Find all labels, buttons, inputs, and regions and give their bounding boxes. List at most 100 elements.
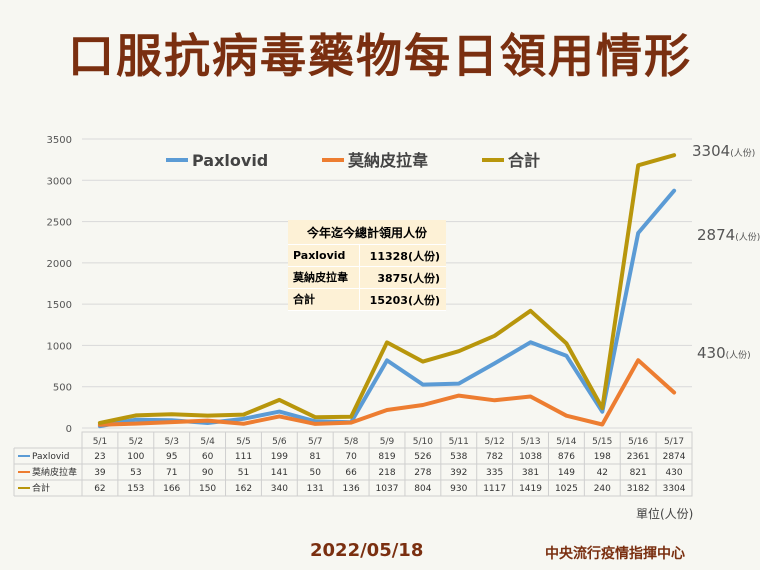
x-tick-label: 5/8: [344, 437, 359, 447]
table-value: 39: [94, 468, 106, 478]
x-tick-label: 5/16: [628, 437, 648, 447]
data-point: [385, 408, 389, 412]
data-point: [457, 394, 461, 398]
table-value: 782: [486, 452, 503, 462]
table-value: 23: [94, 452, 105, 462]
table-value: 278: [414, 468, 431, 478]
table-series-name: Paxlovid: [32, 452, 69, 462]
data-point: [277, 410, 281, 414]
table-value: 131: [307, 484, 324, 494]
x-tick-label: 5/4: [200, 437, 215, 447]
data-point: [421, 403, 425, 407]
x-tick-label: 5/14: [556, 437, 576, 447]
x-tick-label: 5/1: [93, 437, 107, 447]
summary-value: 11328(人份): [369, 249, 440, 263]
table-value: 240: [594, 484, 611, 494]
table-value: 162: [235, 484, 252, 494]
end-data-label: 3304(人份): [692, 142, 755, 160]
data-point: [564, 341, 568, 345]
table-value: 3304: [663, 484, 686, 494]
data-point: [529, 340, 533, 344]
page-title: 口服抗病毒藥物每日領用情形: [68, 29, 692, 83]
summary-label: 莫納皮拉韋: [288, 267, 360, 288]
data-point: [98, 421, 102, 425]
summary-table: 今年迄今總計領用人份 Paxlovid 11328(人份) 莫納皮拉韋 3875…: [288, 220, 446, 311]
data-point: [672, 189, 676, 193]
table-value: 50: [310, 468, 322, 478]
data-point: [277, 398, 281, 402]
data-point: [600, 423, 604, 427]
y-tick-label: 2000: [47, 259, 72, 270]
table-value: 198: [594, 452, 611, 462]
table-value: 1038: [519, 452, 542, 462]
table-value: 141: [271, 468, 288, 478]
table-value: 81: [310, 452, 321, 462]
data-point: [385, 358, 389, 362]
data-point: [134, 422, 138, 426]
table-value: 90: [202, 468, 214, 478]
data-point: [313, 422, 317, 426]
x-tick-label: 5/7: [308, 437, 322, 447]
summary-value: 15203(人份): [369, 293, 440, 307]
table-value: 804: [414, 484, 431, 494]
table-value: 1037: [376, 484, 399, 494]
data-point: [206, 419, 210, 423]
date-footer: 2022/05/18: [310, 540, 424, 561]
x-tick-label: 5/9: [380, 437, 395, 447]
data-point: [600, 410, 604, 414]
table-value: 153: [127, 484, 144, 494]
table-value: 66: [345, 468, 357, 478]
y-tick-label: 1000: [47, 341, 72, 352]
table-value: 340: [271, 484, 288, 494]
table-value: 100: [127, 452, 144, 462]
table-value: 2874: [663, 452, 686, 462]
table-value: 62: [94, 484, 105, 494]
table-value: 166: [163, 484, 180, 494]
table-value: 42: [597, 468, 608, 478]
table-value: 3182: [627, 484, 650, 494]
table-value: 819: [378, 452, 395, 462]
table-value: 53: [130, 468, 141, 478]
data-point: [349, 415, 353, 419]
x-tick-label: 5/17: [664, 437, 684, 447]
end-data-label: 2874(人份): [697, 226, 760, 244]
data-point: [349, 421, 353, 425]
table-value: 392: [450, 468, 467, 478]
data-point: [170, 412, 174, 416]
x-tick-label: 5/3: [164, 437, 178, 447]
x-tick-label: 5/11: [449, 437, 469, 447]
x-tick-label: 5/2: [129, 437, 143, 447]
table-value: 70: [345, 452, 357, 462]
data-point: [529, 309, 533, 313]
table-series-name: 莫納皮拉韋: [32, 466, 77, 478]
data-point: [636, 358, 640, 362]
y-tick-label: 2500: [47, 218, 72, 229]
x-tick-label: 5/10: [413, 437, 433, 447]
y-tick-label: 500: [53, 383, 72, 394]
data-point: [421, 360, 425, 364]
table-value: 95: [166, 452, 177, 462]
table-value: 1419: [519, 484, 542, 494]
data-point: [636, 231, 640, 235]
data-point: [457, 349, 461, 353]
y-tick-label: 3500: [47, 135, 72, 146]
data-point: [241, 417, 245, 421]
table-value: 2361: [627, 452, 650, 462]
x-tick-label: 5/12: [485, 437, 505, 447]
data-point: [493, 398, 497, 402]
data-point: [277, 414, 281, 418]
data-point: [672, 153, 676, 157]
table-value: 930: [450, 484, 467, 494]
table-value: 526: [414, 452, 431, 462]
x-tick-label: 5/13: [520, 437, 540, 447]
data-point: [564, 414, 568, 418]
data-point: [170, 420, 174, 424]
summary-row-paxlovid: Paxlovid 11328(人份): [288, 245, 446, 267]
summary-label: Paxlovid: [288, 245, 360, 266]
data-point: [564, 354, 568, 358]
data-point: [672, 390, 676, 394]
table-value: 199: [271, 452, 288, 462]
x-tick-label: 5/6: [272, 437, 287, 447]
summary-row-total: 合計 15203(人份): [288, 289, 446, 311]
